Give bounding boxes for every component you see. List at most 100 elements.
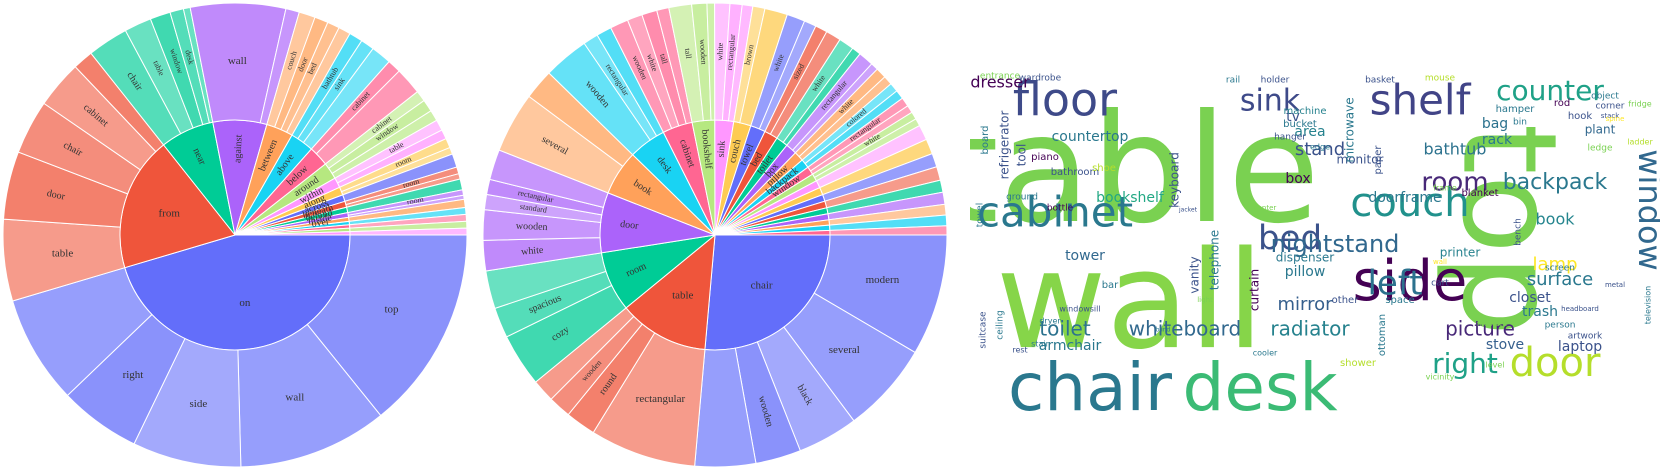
word-cloud-word: couch xyxy=(1350,180,1469,226)
sunburst-inner-label: on xyxy=(239,297,251,309)
sunburst-outer-label: bed xyxy=(306,61,319,75)
word-cloud-word: plant xyxy=(1585,123,1616,137)
word-cloud-word: doorframe xyxy=(1368,190,1441,206)
sunburst-chart-objects: modernseveralblackwoodenrectangularround… xyxy=(482,2,948,468)
word-cloud-word: lamp xyxy=(1533,254,1578,275)
sunburst-outer-label: wall xyxy=(228,55,247,67)
sunburst-inner-label: over xyxy=(311,216,331,229)
sunburst-outer-label: wall xyxy=(285,391,304,403)
word-cloud-word: printer xyxy=(1440,246,1481,260)
word-cloud-word: object xyxy=(1591,92,1619,102)
word-cloud-word: area xyxy=(1294,124,1325,140)
sunburst-outer-segment[interactable] xyxy=(829,225,948,236)
word-cloud-word: windowsill xyxy=(1059,305,1100,314)
word-cloud-word: rack xyxy=(1482,132,1513,148)
word-cloud-word: basket xyxy=(1365,76,1395,86)
word-cloud-word: pillow xyxy=(1285,264,1326,280)
word-cloud-word: headboard xyxy=(1561,305,1599,313)
word-cloud-word: fridge xyxy=(1628,100,1651,109)
sunburst-outer-label: wooden xyxy=(516,221,548,233)
word-cloud-word: stack xyxy=(1601,112,1621,120)
word-cloud-word: bathroom xyxy=(1051,167,1100,178)
word-cloud-word: whiteboard xyxy=(1129,317,1242,341)
sunburst-outer-label: rectangular xyxy=(725,34,737,71)
word-cloud-word: artwork xyxy=(1568,332,1603,342)
word-cloud-word: picture xyxy=(1445,317,1515,341)
word-cloud-word: bookshelf xyxy=(1096,190,1165,206)
word-cloud-word: book xyxy=(1536,210,1576,229)
word-cloud-word: towel xyxy=(976,203,986,227)
word-cloud-word: telephone xyxy=(1208,230,1222,290)
sunburst-outer-label: tall xyxy=(683,48,694,60)
sunburst-outer-label: tall xyxy=(658,53,670,66)
sunburst-outer-label: wooden xyxy=(698,39,709,65)
word-cloud-word: blind xyxy=(1156,327,1171,334)
word-cloud-word: countertop xyxy=(1052,129,1129,145)
word-cloud-word: ceiling xyxy=(996,310,1006,339)
word-cloud-word: table xyxy=(970,83,1320,257)
sunburst-outer-label: white xyxy=(521,245,545,258)
sunburst-outer-label: modern xyxy=(866,274,900,286)
sunburst-outer-label: rectangular xyxy=(636,393,686,405)
sunburst-outer-label: desk xyxy=(183,49,195,65)
sunburst-inner-label: chair xyxy=(751,279,773,291)
word-cloud-word: rest xyxy=(1012,346,1027,355)
word-cloud-word: right xyxy=(1432,347,1498,380)
word-cloud-word: bin xyxy=(1513,118,1527,128)
word-cloud-word: dryer xyxy=(1039,317,1061,326)
word-cloud-word: chair xyxy=(1008,349,1173,426)
word-cloud-word: jacket xyxy=(1178,207,1198,214)
word-cloud-word: door xyxy=(1510,340,1601,386)
word-cloud-word: stove xyxy=(1486,337,1524,353)
word-cloud-word: dresser xyxy=(970,73,1030,92)
word-cloud-word: blanket xyxy=(1461,188,1498,199)
sunburst-outer-segment[interactable] xyxy=(306,234,468,417)
sunburst-inner-label: bookshelf xyxy=(699,129,714,170)
word-cloud-word: other xyxy=(1332,295,1360,306)
word-cloud-word: level xyxy=(1485,361,1504,370)
word-cloud-word: cooler xyxy=(1253,349,1278,358)
word-cloud-word: top xyxy=(1433,123,1585,336)
word-cloud-word: holder xyxy=(1261,76,1290,86)
word-cloud-word: wall xyxy=(996,222,1264,379)
sunburst-outer-label: standard xyxy=(519,202,547,215)
word-cloud-word: entrance xyxy=(980,72,1021,82)
word-cloud-word: piano xyxy=(1031,152,1059,163)
word-cloud-word: shelf xyxy=(1370,76,1472,125)
word-cloud-word: curtain xyxy=(1248,269,1262,311)
word-cloud-word: microwave xyxy=(1343,97,1357,162)
word-cloud-word: bar xyxy=(1102,280,1119,291)
word-cloud-word: desk xyxy=(1182,349,1338,426)
word-cloud-word: screen xyxy=(1545,264,1575,274)
word-cloud-word: tv xyxy=(1286,109,1300,125)
word-cloud-word: refrigerator xyxy=(998,111,1012,180)
word-cloud-word: counter xyxy=(1496,74,1604,107)
sunburst-outer-label: brown xyxy=(743,44,756,66)
sunburst-inner-label: door xyxy=(620,219,640,232)
sunburst-outer-label: white xyxy=(715,42,725,60)
word-cloud-word: monitor xyxy=(1337,153,1384,167)
word-cloud-word: keyboard xyxy=(1168,152,1182,208)
sunburst-inner-label: against xyxy=(232,134,244,163)
word-cloud-word: mirror xyxy=(1277,294,1333,315)
word-cloud-word: space xyxy=(1385,295,1414,306)
word-cloud-word: metal xyxy=(1605,281,1625,289)
word-cloud-word: spine xyxy=(1606,115,1625,123)
sunburst-outer-label: top xyxy=(385,303,400,315)
word-cloud-word: left xyxy=(1367,264,1422,304)
word-cloud-word: window xyxy=(1631,149,1660,270)
word-cloud-word: stair xyxy=(1031,340,1049,349)
word-cloud-word: board xyxy=(980,126,991,155)
word-cloud-word: room xyxy=(1421,168,1488,198)
sunburst-outer-label: table xyxy=(52,248,73,260)
word-cloud-word: bed xyxy=(1258,219,1322,259)
word-cloud-word: box xyxy=(1285,171,1310,187)
word-cloud-word: tower xyxy=(1065,248,1105,264)
sunburst-outer-segment[interactable] xyxy=(349,227,468,236)
word-cloud-word: edge xyxy=(1310,143,1330,152)
word-cloud-word: ledge xyxy=(1587,144,1612,154)
word-cloud-word: closet xyxy=(1509,290,1551,306)
word-cloud-word: bench xyxy=(1514,218,1524,246)
word-cloud-word: radiator xyxy=(1270,317,1350,341)
